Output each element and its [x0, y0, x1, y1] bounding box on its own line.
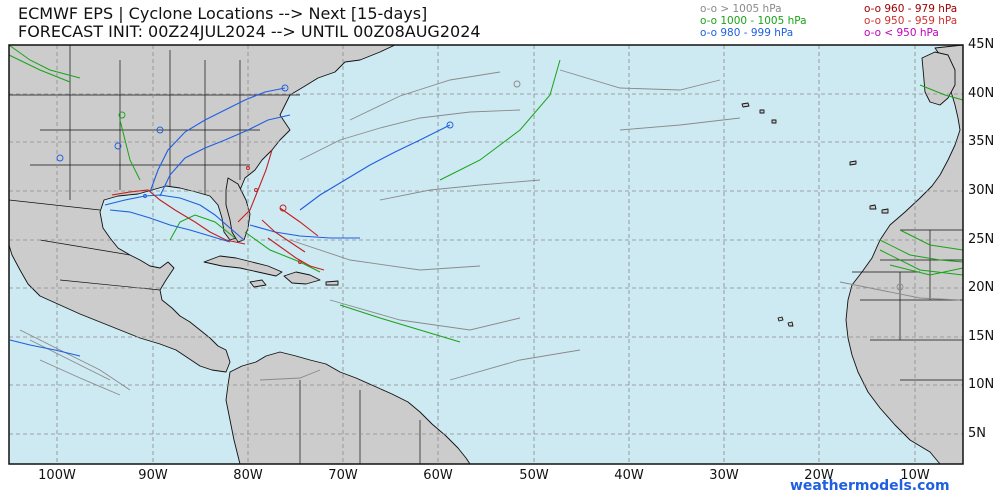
lon-label: 30W [709, 468, 739, 483]
map-frame [8, 44, 964, 465]
legend-left: o-o > 1005 hPa o-o 1000 - 1005 hPa o-o 9… [700, 3, 807, 39]
tracks-red [111, 149, 325, 271]
lon-label: 50W [519, 468, 549, 483]
forecast-init-subtitle: FORECAST INIT: 00Z24JUL2024 --> UNTIL 00… [18, 22, 481, 41]
legend-item: o-o 950 - 959 hPa [864, 15, 958, 27]
land-south-america [225, 351, 471, 465]
land-north-america [8, 44, 396, 373]
lon-label: 100W [38, 468, 76, 483]
legend-right: o-o 960 - 979 hPa o-o 950 - 959 hPa o-o … [864, 3, 957, 39]
lat-label: 40N [968, 86, 995, 101]
land-florida [225, 177, 251, 243]
land-masses [8, 44, 964, 465]
lat-label: 20N [968, 280, 995, 295]
land-iberia [921, 51, 956, 106]
lat-label: 10N [968, 377, 995, 392]
track-markers [56, 80, 904, 291]
legend-item: o-o < 950 hPa [864, 27, 939, 39]
land-madeira [849, 160, 857, 166]
borders [8, 45, 963, 464]
legend-item: o-o 980 - 999 hPa [700, 27, 794, 39]
land-hispaniola [283, 271, 321, 285]
lat-label: 45N [968, 37, 995, 52]
legend-item: o-o 1000 - 1005 hPa [700, 15, 807, 27]
lon-label: 60W [423, 468, 453, 483]
tracks-blue [9, 87, 451, 357]
brand-link[interactable]: weathermodels.com [790, 478, 950, 494]
lat-label: 5N [968, 426, 986, 441]
lon-label: 20W [804, 468, 834, 483]
land-cape-verde [777, 316, 794, 327]
tracks-gray [19, 69, 961, 396]
graticule [9, 45, 963, 464]
tracks-green [8, 44, 964, 343]
lon-label: 10W [900, 468, 930, 483]
lat-label: 30N [968, 183, 995, 198]
lat-label: 35N [968, 134, 995, 149]
lon-label: 70W [328, 468, 358, 483]
legend-item: o-o 960 - 979 hPa [864, 3, 958, 15]
lon-label: 80W [233, 468, 263, 483]
land-jamaica [249, 279, 267, 288]
lon-label: 40W [614, 468, 644, 483]
lat-label: 15N [968, 329, 995, 344]
lat-label: 25N [968, 232, 995, 247]
land-canaries [869, 204, 889, 214]
land-puerto-rico [325, 280, 339, 286]
land-azores [741, 102, 777, 124]
land-cuba [203, 255, 283, 277]
lon-label: 90W [138, 468, 168, 483]
map-title: ECMWF EPS | Cyclone Locations --> Next [… [18, 4, 428, 23]
legend-item: o-o > 1005 hPa [700, 3, 782, 15]
